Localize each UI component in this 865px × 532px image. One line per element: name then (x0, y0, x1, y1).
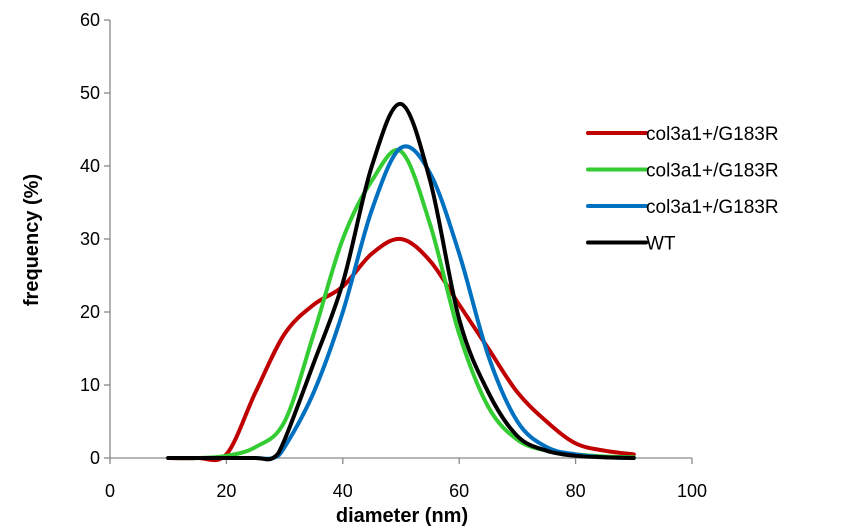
y-axis-title: frequency (%) (21, 174, 43, 306)
y-tick-label: 10 (80, 375, 100, 395)
y-tick-label: 40 (80, 156, 100, 176)
series-line-3 (166, 144, 636, 461)
x-tick-label: 80 (566, 481, 586, 501)
plot-area (166, 101, 636, 463)
x-tick-label: 60 (449, 481, 469, 501)
y-tick-label: 50 (80, 83, 100, 103)
series-line-2 (166, 148, 636, 461)
y-tick-label: 60 (80, 10, 100, 30)
x-tick-label: 40 (333, 481, 353, 501)
x-tick-label: 100 (677, 481, 707, 501)
legend-label-1: col3a1+/G183R (646, 124, 779, 145)
legend-label-3: col3a1+/G183R (646, 197, 779, 218)
x-axis-title: diameter (nm) (336, 505, 468, 527)
y-tick-label: 20 (80, 302, 100, 322)
legend: col3a1+/G183R col3a1+/G183R col3a1+/G183R W… (586, 124, 779, 255)
legend-label-2: col3a1+/G183R (646, 161, 779, 182)
axes: 0 10 20 30 40 50 60 0 20 40 60 80 100 (80, 10, 707, 501)
y-tick-label: 30 (80, 229, 100, 249)
series-line-4 (166, 101, 636, 462)
legend-label-4: WT (646, 234, 676, 255)
series-line-1 (166, 236, 636, 463)
x-tick-label: 20 (216, 481, 236, 501)
x-tick-label: 0 (105, 481, 115, 501)
y-tick-label: 0 (90, 448, 100, 468)
